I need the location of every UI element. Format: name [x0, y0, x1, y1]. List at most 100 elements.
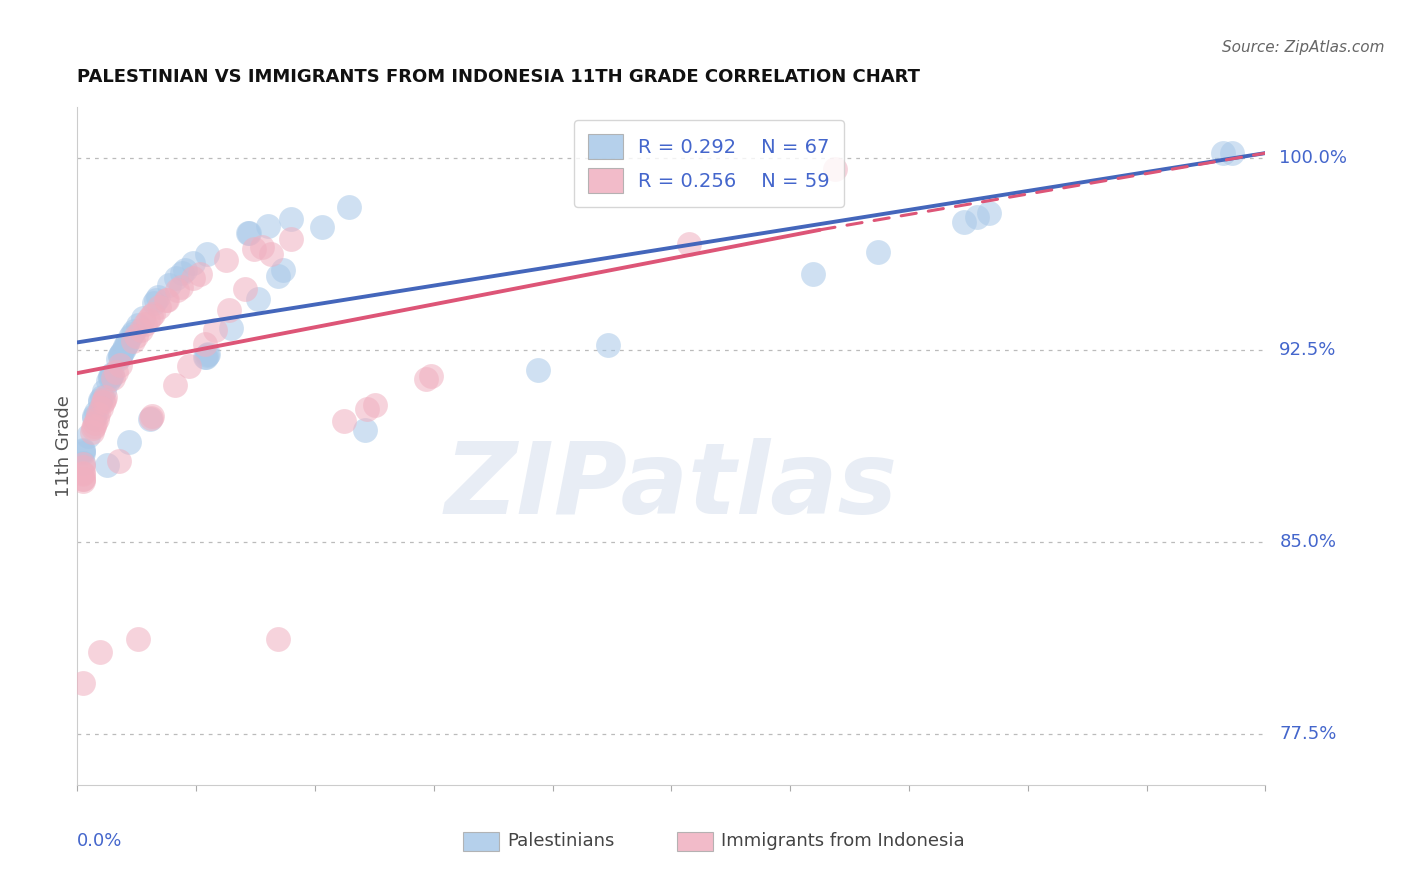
Point [197, 347, 219, 361]
Text: PALESTINIAN VS IMMIGRANTS FROM INDONESIA 11TH GRADE CORRELATION CHART: PALESTINIAN VS IMMIGRANTS FROM INDONESIA… [77, 68, 921, 86]
Point [105, 365, 128, 379]
Point [91, 395, 114, 409]
Point [72, 472, 94, 486]
Point [122, 334, 145, 348]
Point [122, 324, 145, 338]
Point [219, 321, 242, 335]
Point [90, 401, 112, 415]
Point [148, 290, 170, 304]
Point [260, 246, 283, 260]
Point [93, 392, 115, 407]
Point [267, 269, 290, 284]
Point [141, 309, 163, 323]
Point [415, 372, 437, 386]
Point [83, 409, 105, 423]
Point [420, 369, 443, 384]
Point [72, 443, 94, 458]
Point [89, 395, 111, 409]
Point [801, 267, 824, 281]
Point [80, 425, 103, 440]
Point [100, 368, 122, 383]
Point [98, 370, 121, 384]
Point [194, 350, 217, 364]
Point [148, 301, 170, 315]
Text: 92.5%: 92.5% [1279, 341, 1337, 359]
Point [97, 374, 120, 388]
Point [156, 293, 179, 307]
Point [233, 282, 256, 296]
Point [127, 632, 149, 646]
Point [110, 349, 132, 363]
Point [824, 161, 846, 176]
Point [72, 458, 94, 472]
Point [98, 369, 121, 384]
Point [72, 446, 94, 460]
Point [142, 295, 165, 310]
Point [204, 323, 226, 337]
Point [129, 323, 152, 337]
Point [121, 326, 143, 341]
Legend: R = 0.292    N = 67, R = 0.256    N = 59: R = 0.292 N = 67, R = 0.256 N = 59 [574, 120, 844, 207]
Point [678, 236, 700, 251]
Y-axis label: 11th Grade: 11th Grade [55, 395, 73, 497]
Point [84, 405, 107, 419]
Point [252, 240, 274, 254]
Point [174, 263, 197, 277]
Point [89, 645, 111, 659]
Text: Palestinians: Palestinians [508, 832, 614, 850]
Point [112, 342, 135, 356]
Point [90, 390, 112, 404]
Point [110, 349, 132, 363]
Point [979, 206, 1001, 220]
Point [280, 232, 302, 246]
Point [82, 421, 104, 435]
Point [194, 351, 217, 365]
Point [87, 407, 110, 421]
Point [127, 318, 149, 332]
Point [72, 444, 94, 458]
Point [108, 454, 131, 468]
Point [183, 256, 205, 270]
Point [86, 411, 108, 425]
Point [108, 358, 131, 372]
Point [1220, 146, 1243, 161]
Text: 100.0%: 100.0% [1279, 149, 1347, 167]
Text: 77.5%: 77.5% [1279, 725, 1337, 743]
Text: Source: ZipAtlas.com: Source: ZipAtlas.com [1222, 40, 1385, 55]
Point [72, 467, 94, 481]
Point [118, 435, 141, 450]
Point [1212, 146, 1234, 161]
Point [527, 363, 550, 377]
Point [72, 472, 94, 486]
Point [136, 313, 159, 327]
Point [197, 348, 219, 362]
Point [966, 211, 988, 225]
Point [72, 459, 94, 474]
Point [354, 423, 377, 437]
Point [246, 292, 269, 306]
Point [280, 211, 302, 226]
Point [243, 243, 266, 257]
Point [311, 219, 333, 234]
Point [120, 330, 142, 344]
Point [72, 467, 94, 481]
Point [139, 412, 162, 426]
Point [166, 284, 188, 298]
Point [83, 411, 105, 425]
Point [132, 310, 155, 325]
Point [94, 390, 117, 404]
Point [364, 398, 387, 412]
Point [89, 393, 111, 408]
Point [953, 215, 976, 229]
Point [134, 317, 156, 331]
FancyBboxPatch shape [464, 831, 499, 851]
Point [115, 336, 138, 351]
Point [218, 303, 240, 318]
Point [72, 474, 94, 488]
Point [337, 200, 360, 214]
Point [84, 417, 107, 431]
Point [238, 226, 260, 240]
Point [72, 456, 94, 470]
Point [93, 384, 115, 398]
Point [181, 271, 204, 285]
